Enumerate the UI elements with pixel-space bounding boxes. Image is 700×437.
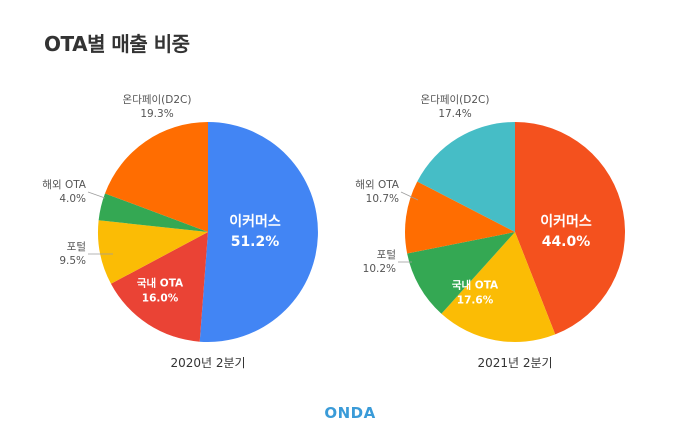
pie-slice-온다페이-d2c: [104, 122, 208, 232]
slice-value: 17.6%: [457, 295, 494, 307]
slice-value: 10.2%: [363, 263, 396, 275]
slice-label: 해외 OTA: [42, 178, 87, 191]
leader-line: [87, 191, 106, 199]
pie-slice-온다페이-d2c: [417, 122, 515, 232]
chart-caption: 2021년 2분기: [477, 356, 552, 370]
slice-label: 이커머스: [229, 213, 281, 230]
slice-label: 해외 OTA: [355, 178, 400, 191]
onda-logo: ONDA: [324, 404, 376, 422]
slice-value: 10.7%: [366, 193, 399, 205]
slice-value: 9.5%: [59, 255, 86, 267]
page-title: OTA별 매출 비중: [44, 32, 190, 56]
slice-value: 51.2%: [231, 234, 280, 250]
slice-label: 온다페이(D2C): [123, 94, 192, 106]
pie-slice-국내-ota: [441, 232, 556, 343]
leader-line: [400, 191, 419, 201]
slice-value: 4.0%: [59, 193, 86, 205]
pie-slice-이커머스: [515, 122, 626, 335]
pie-slice-이커머스: [199, 122, 318, 342]
slice-value: 17.4%: [438, 108, 471, 120]
slice-label: 온다페이(D2C): [421, 94, 490, 106]
pie-chart-2021: 이커머스 44.0% 국내 OTA 17.6% 포털 10.2% 해외 OTA 10.7% 온다…: [355, 94, 626, 370]
slice-label: 국내 OTA: [452, 279, 499, 292]
pie-slice-포털: [407, 232, 515, 314]
slice-label: 이커머스: [540, 213, 592, 230]
slice-value: 19.3%: [140, 108, 173, 120]
slice-value: 16.0%: [142, 293, 179, 305]
pie-slice-포털: [98, 220, 208, 284]
pie-chart-2020: 이커머스 51.2% 국내 OTA 16.0% 포털 9.5% 해외 OTA 4.0% 온다페이…: [42, 94, 318, 370]
pie-slice-해외-ota: [405, 181, 515, 254]
pie-slice-해외-ota: [98, 193, 208, 232]
slice-label: 포털: [377, 249, 396, 261]
chart-caption: 2020년 2분기: [170, 356, 245, 370]
slice-label: 국내 OTA: [137, 277, 184, 290]
slice-value: 44.0%: [542, 234, 591, 250]
pie-slice-국내-ota: [110, 232, 208, 342]
slice-label: 포털: [67, 241, 86, 253]
